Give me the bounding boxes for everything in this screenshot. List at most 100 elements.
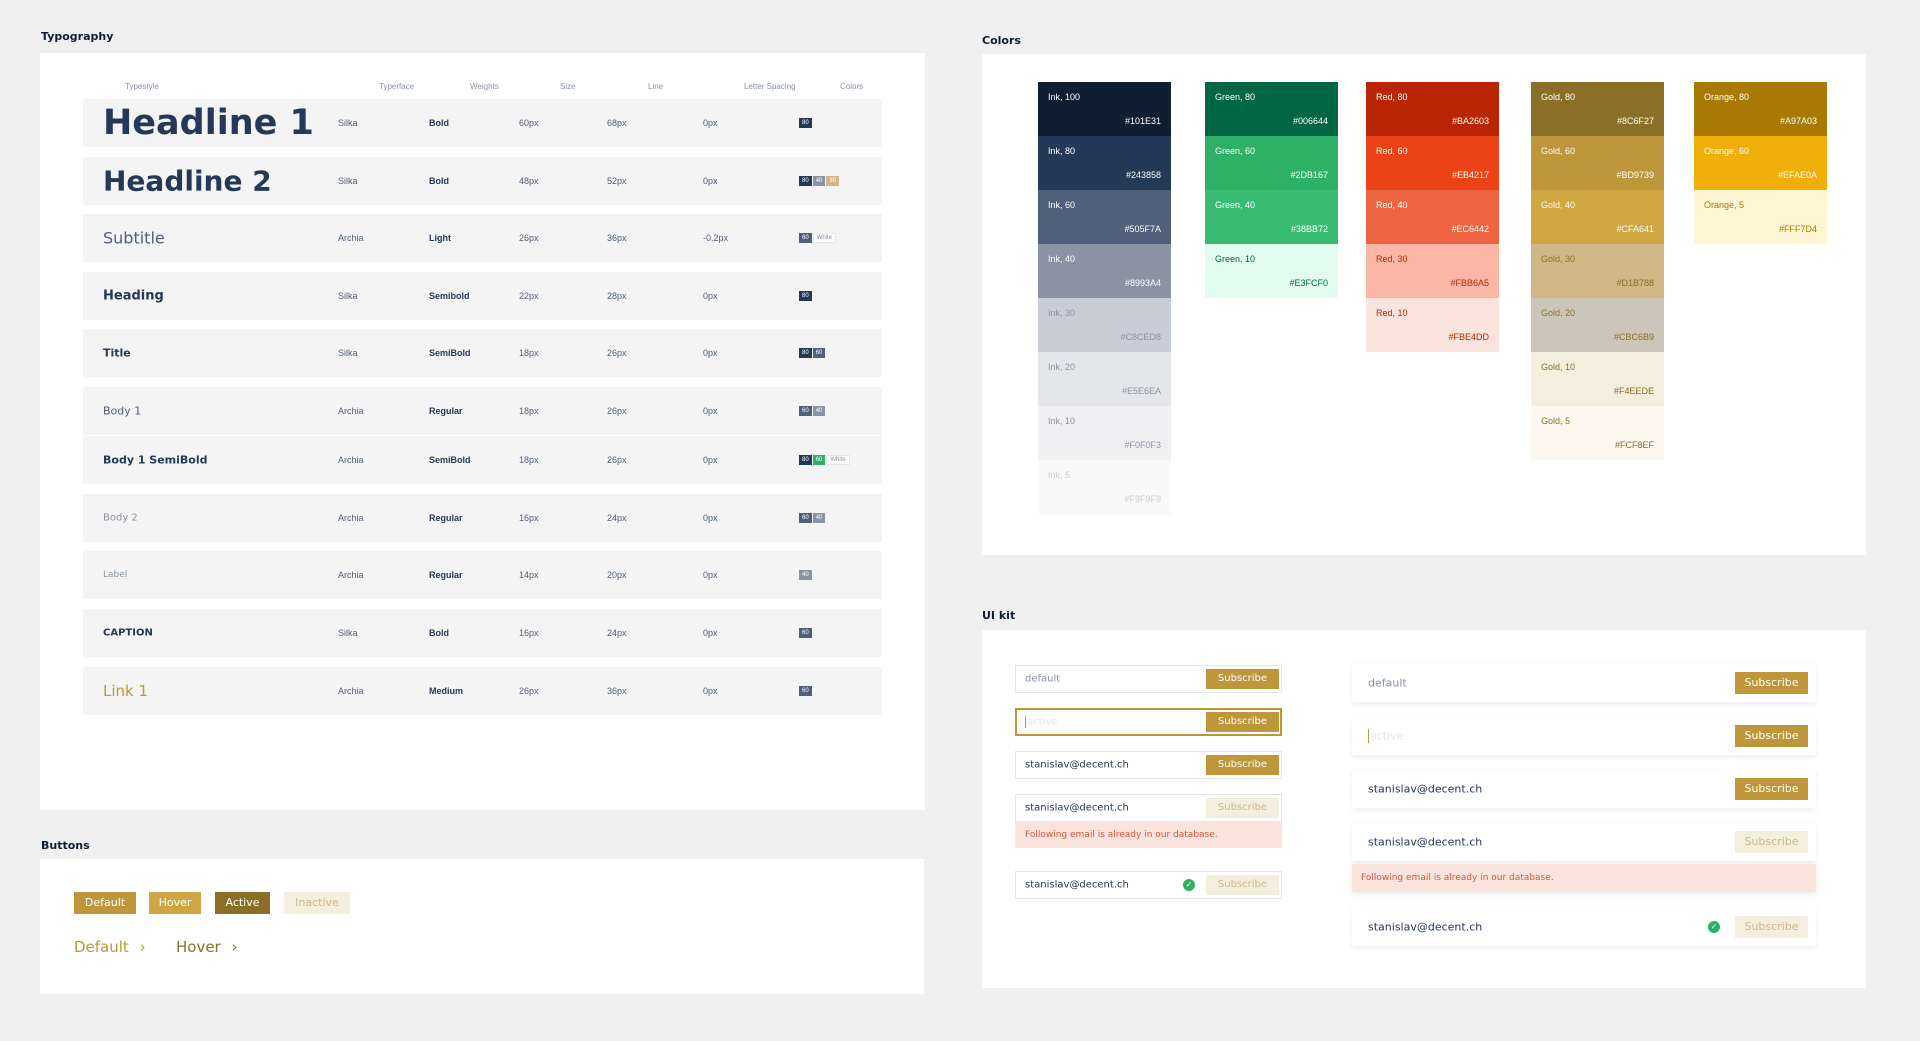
color-swatch: Gold, 20 #CBC6B9 (1531, 298, 1664, 352)
subscribe-button-inactive[interactable]: Subscribe (1735, 916, 1808, 938)
subscribe-button[interactable]: Subscribe (1735, 672, 1808, 694)
line-height: 52px (607, 176, 627, 186)
typography-row: Heading Silka Semibold 22px 28px 0px 80 (83, 272, 882, 320)
subscribe-card-error: stanislav@decent.ch Subscribe (1352, 823, 1816, 861)
swatch-name: Green, 40 (1215, 200, 1256, 210)
subscribe-button[interactable]: Subscribe (1735, 778, 1808, 800)
letter-spacing: -0.2px (703, 233, 729, 243)
default-link[interactable]: Default › (74, 938, 146, 956)
swatch-name: Gold, 40 (1541, 200, 1576, 210)
swatch-hex: #38BB72 (1290, 224, 1328, 234)
typestyle-name: Body 2 (103, 512, 138, 524)
weight: Bold (429, 628, 449, 638)
weight: Semibold (429, 291, 470, 301)
size: 18px (519, 348, 539, 358)
color-chip: 60 (812, 348, 826, 358)
letter-spacing: 0px (703, 686, 718, 696)
col-line: Line (648, 82, 664, 91)
weight: SemiBold (429, 455, 471, 465)
swatch-name: Green, 80 (1215, 92, 1256, 102)
email-input[interactable]: default (1368, 676, 1407, 690)
subscribe-card-active: active Subscribe (1352, 717, 1816, 755)
color-chip: 80 (799, 348, 812, 358)
swatch-hex: #A97A03 (1779, 116, 1817, 126)
email-input[interactable]: stanislav@decent.ch (1368, 835, 1483, 849)
weight: SemiBold (429, 348, 471, 358)
swatch-hex: #F0F0F3 (1124, 440, 1161, 450)
email-input[interactable]: stanislav@decent.ch (1025, 802, 1129, 814)
swatch-hex: #8993A4 (1124, 278, 1161, 288)
email-input[interactable]: default (1025, 673, 1061, 685)
email-input[interactable]: stanislav@decent.ch (1025, 759, 1129, 771)
check-circle-icon: ✓ (1708, 921, 1720, 933)
color-swatch: Ink, 60 #505F7A (1038, 190, 1171, 244)
color-chip: 60 (799, 513, 812, 523)
typeface: Silka (338, 118, 358, 128)
letter-spacing: 0px (703, 628, 718, 638)
typeface: Archia (338, 406, 364, 416)
letter-spacing: 0px (703, 455, 718, 465)
subscribe-button[interactable]: Subscribe (1735, 725, 1808, 747)
color-chip: 60 (799, 628, 812, 638)
color-chip: 60 (799, 406, 812, 416)
letter-spacing: 0px (703, 406, 718, 416)
typography-row: Body 2 Archia Regular 16px 24px 0px 60 40 (83, 494, 882, 542)
buttons-panel: Default Hover Active Inactive Default › … (40, 859, 924, 994)
line-height: 26px (607, 348, 627, 358)
color-chip: 40 (812, 176, 826, 186)
typography-row: Headline 2 Silka Bold 48px 52px 0px 80 40 30 (83, 157, 882, 205)
subscribe-card-success: stanislav@decent.ch ✓ Subscribe (1352, 908, 1816, 946)
error-message: Following email is already in our databa… (1352, 864, 1816, 892)
swatch-name: Gold, 60 (1541, 146, 1576, 156)
subscribe-button-inactive[interactable]: Subscribe (1735, 831, 1808, 853)
line-height: 24px (607, 513, 627, 523)
email-input[interactable]: stanislav@decent.ch (1368, 920, 1483, 934)
email-input[interactable]: stanislav@decent.ch (1025, 879, 1129, 891)
swatch-hex: #FCF8EF (1614, 440, 1654, 450)
default-button[interactable]: Default (74, 892, 136, 914)
col-weights: Weights (470, 82, 499, 91)
letter-spacing: 0px (703, 570, 718, 580)
email-input[interactable]: active (1027, 716, 1058, 728)
email-input[interactable]: active (1370, 729, 1404, 743)
color-swatch: Ink, 80 #243858 (1038, 136, 1171, 190)
typography-row: Label Archia Regular 14px 20px 0px 40 (83, 551, 882, 599)
typeface: Silka (338, 348, 358, 358)
weight: Light (429, 233, 451, 243)
subscribe-button-inactive[interactable]: Subscribe (1206, 798, 1279, 818)
letter-spacing: 0px (703, 291, 718, 301)
typography-panel: Typestyle Typerface Weights Size Line Le… (40, 53, 925, 810)
subscribe-button[interactable]: Subscribe (1206, 755, 1279, 775)
typeface: Archia (338, 513, 364, 523)
color-chip: 80 (799, 118, 812, 128)
active-button[interactable]: Active (215, 892, 270, 914)
swatch-hex: #E5E6EA (1121, 386, 1161, 396)
typography-row: Body 1 Archia Regular 18px 26px 0px 60 40 (83, 387, 882, 435)
text-cursor (1368, 729, 1369, 743)
swatch-hex: #243858 (1125, 170, 1161, 180)
col-typestyle: Typestyle (125, 82, 159, 91)
inactive-button[interactable]: Inactive (284, 892, 350, 914)
color-chip: 80 (799, 291, 812, 301)
palette-red: Red, 80 #BA2603 Red, 60 #EB4217 Red, 40 #EC64… (1366, 82, 1499, 352)
subscribe-button-inactive[interactable]: Subscribe (1206, 875, 1279, 895)
email-input[interactable]: stanislav@decent.ch (1368, 782, 1483, 796)
weight: Regular (429, 570, 463, 580)
color-swatch: Orange, 60 #EFAE0A (1694, 136, 1827, 190)
swatch-hex: #C8CED8 (1120, 332, 1161, 342)
subscribe-button[interactable]: Subscribe (1206, 669, 1279, 689)
letter-spacing: 0px (703, 513, 718, 523)
typestyle-name: Heading (103, 288, 164, 304)
color-swatch: Ink, 100 #101E31 (1038, 82, 1171, 136)
subscribe-button[interactable]: Subscribe (1206, 712, 1279, 732)
color-chip: 80 (799, 176, 812, 186)
hover-button[interactable]: Hover (149, 892, 201, 914)
hover-link[interactable]: Hover › (176, 938, 238, 956)
swatch-name: Gold, 30 (1541, 254, 1576, 264)
color-chip: 30 (826, 176, 840, 186)
size: 22px (519, 291, 539, 301)
color-chips: 80 40 30 (799, 176, 840, 186)
weight: Regular (429, 406, 463, 416)
typography-row: Title Silka SemiBold 18px 26px 0px 80 60 (83, 329, 882, 377)
typestyle-name: Link 1 (103, 682, 149, 700)
